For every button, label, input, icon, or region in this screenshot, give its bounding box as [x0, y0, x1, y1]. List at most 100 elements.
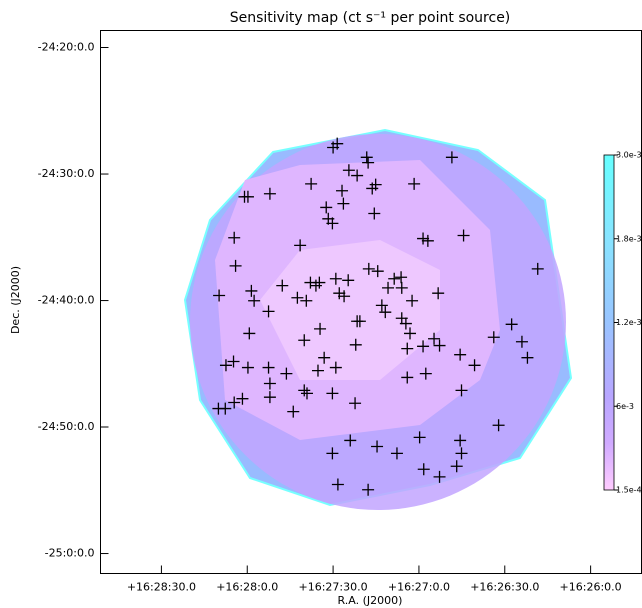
source-marker [468, 359, 481, 372]
source-marker [404, 327, 417, 340]
source-marker [329, 272, 342, 285]
source-marker [362, 483, 375, 496]
source-marker [417, 463, 430, 476]
source-marker [229, 259, 242, 272]
source-marker [298, 384, 311, 397]
source-marker [379, 306, 392, 319]
x-axis-label: R.A. (J2000) [338, 594, 403, 607]
source-marker [263, 377, 276, 390]
source-marker [455, 447, 468, 460]
source-marker [371, 265, 384, 278]
source-marker [395, 271, 408, 284]
source-marker [454, 434, 467, 447]
source-marker [300, 387, 313, 400]
source-marker [360, 151, 373, 164]
source-marker [515, 335, 528, 348]
source-marker [349, 338, 362, 351]
source-marker [326, 387, 339, 400]
source-marker [336, 184, 349, 197]
source-marker [455, 384, 468, 397]
source-marker [362, 262, 375, 275]
source-marker [227, 355, 240, 368]
source-marker [291, 291, 304, 304]
source-marker [382, 281, 395, 294]
y-tick-label: -24:20:0.0 [38, 41, 95, 54]
source-marker [413, 431, 426, 444]
source-marker [333, 287, 346, 300]
source-marker [228, 396, 241, 409]
source-marker [349, 397, 362, 410]
source-marker [219, 359, 232, 372]
source-marker [263, 391, 276, 404]
source-marker [417, 232, 430, 245]
source-marker [362, 156, 375, 169]
source-marker [326, 447, 339, 460]
source-marker [320, 201, 333, 214]
source-marker [428, 332, 441, 345]
source-marker [294, 239, 307, 252]
source-marker [450, 460, 463, 473]
source-marker [287, 405, 300, 418]
source-marker [298, 334, 311, 347]
source-marker [351, 315, 364, 328]
source-marker [401, 342, 414, 355]
colorbar-label: 1.5e-4 [616, 486, 642, 495]
y-tick-label: -24:30:0.0 [38, 167, 95, 180]
source-marker [432, 287, 445, 300]
source-marker [406, 294, 419, 307]
source-marker [433, 339, 446, 352]
source-marker [329, 361, 342, 374]
y-tick-label: -24:40:0.0 [38, 294, 95, 307]
source-marker [262, 361, 275, 374]
source-marker [262, 305, 275, 318]
source-marker [276, 279, 289, 292]
colorbar [603, 154, 615, 491]
source-marker [419, 367, 432, 380]
source-marker [263, 187, 276, 200]
source-marker [505, 318, 518, 331]
x-tick-label: +16:28:0.0 [216, 581, 278, 594]
source-marker [351, 169, 364, 182]
source-marker [371, 440, 384, 453]
source-marker [388, 272, 401, 285]
colorbar-label: 6e-3 [616, 402, 634, 411]
source-marker [401, 371, 414, 384]
source-marker [338, 290, 351, 303]
x-tick-label: +16:26:30.0 [470, 581, 539, 594]
source-marker [241, 361, 254, 374]
source-marker [241, 190, 254, 203]
source-marker [454, 348, 467, 361]
source-marker [326, 217, 339, 230]
source-marker [342, 274, 355, 287]
source-marker [327, 141, 340, 154]
source-marker [331, 478, 344, 491]
source-marker [213, 289, 226, 302]
source-marker [300, 294, 313, 307]
source-marker [342, 164, 355, 177]
source-marker [390, 447, 403, 460]
sensitivity-map [183, 128, 573, 510]
source-marker [245, 284, 258, 297]
source-marker [369, 178, 382, 191]
source-marker [399, 317, 412, 330]
source-marker [243, 327, 256, 340]
source-marker [395, 281, 408, 294]
source-marker [311, 364, 324, 377]
source-marker [337, 197, 350, 210]
source-marker [421, 234, 434, 247]
source-marker [445, 151, 458, 164]
source-marker [228, 231, 241, 244]
x-tick-label: +16:27:30.0 [299, 581, 368, 594]
source-marker [433, 470, 446, 483]
source-marker [408, 177, 421, 190]
x-tick-label: +16:27:0.0 [388, 581, 450, 594]
chart-title: Sensitivity map (ct s⁻¹ per point source… [230, 10, 511, 26]
source-marker [219, 402, 232, 415]
source-marker [417, 340, 430, 353]
y-tick-label: -25:0:0.0 [45, 547, 95, 560]
source-marker [487, 331, 500, 344]
colorbar-label: 1.2e-3 [616, 318, 642, 327]
source-marker [492, 419, 505, 432]
source-marker [313, 276, 326, 289]
